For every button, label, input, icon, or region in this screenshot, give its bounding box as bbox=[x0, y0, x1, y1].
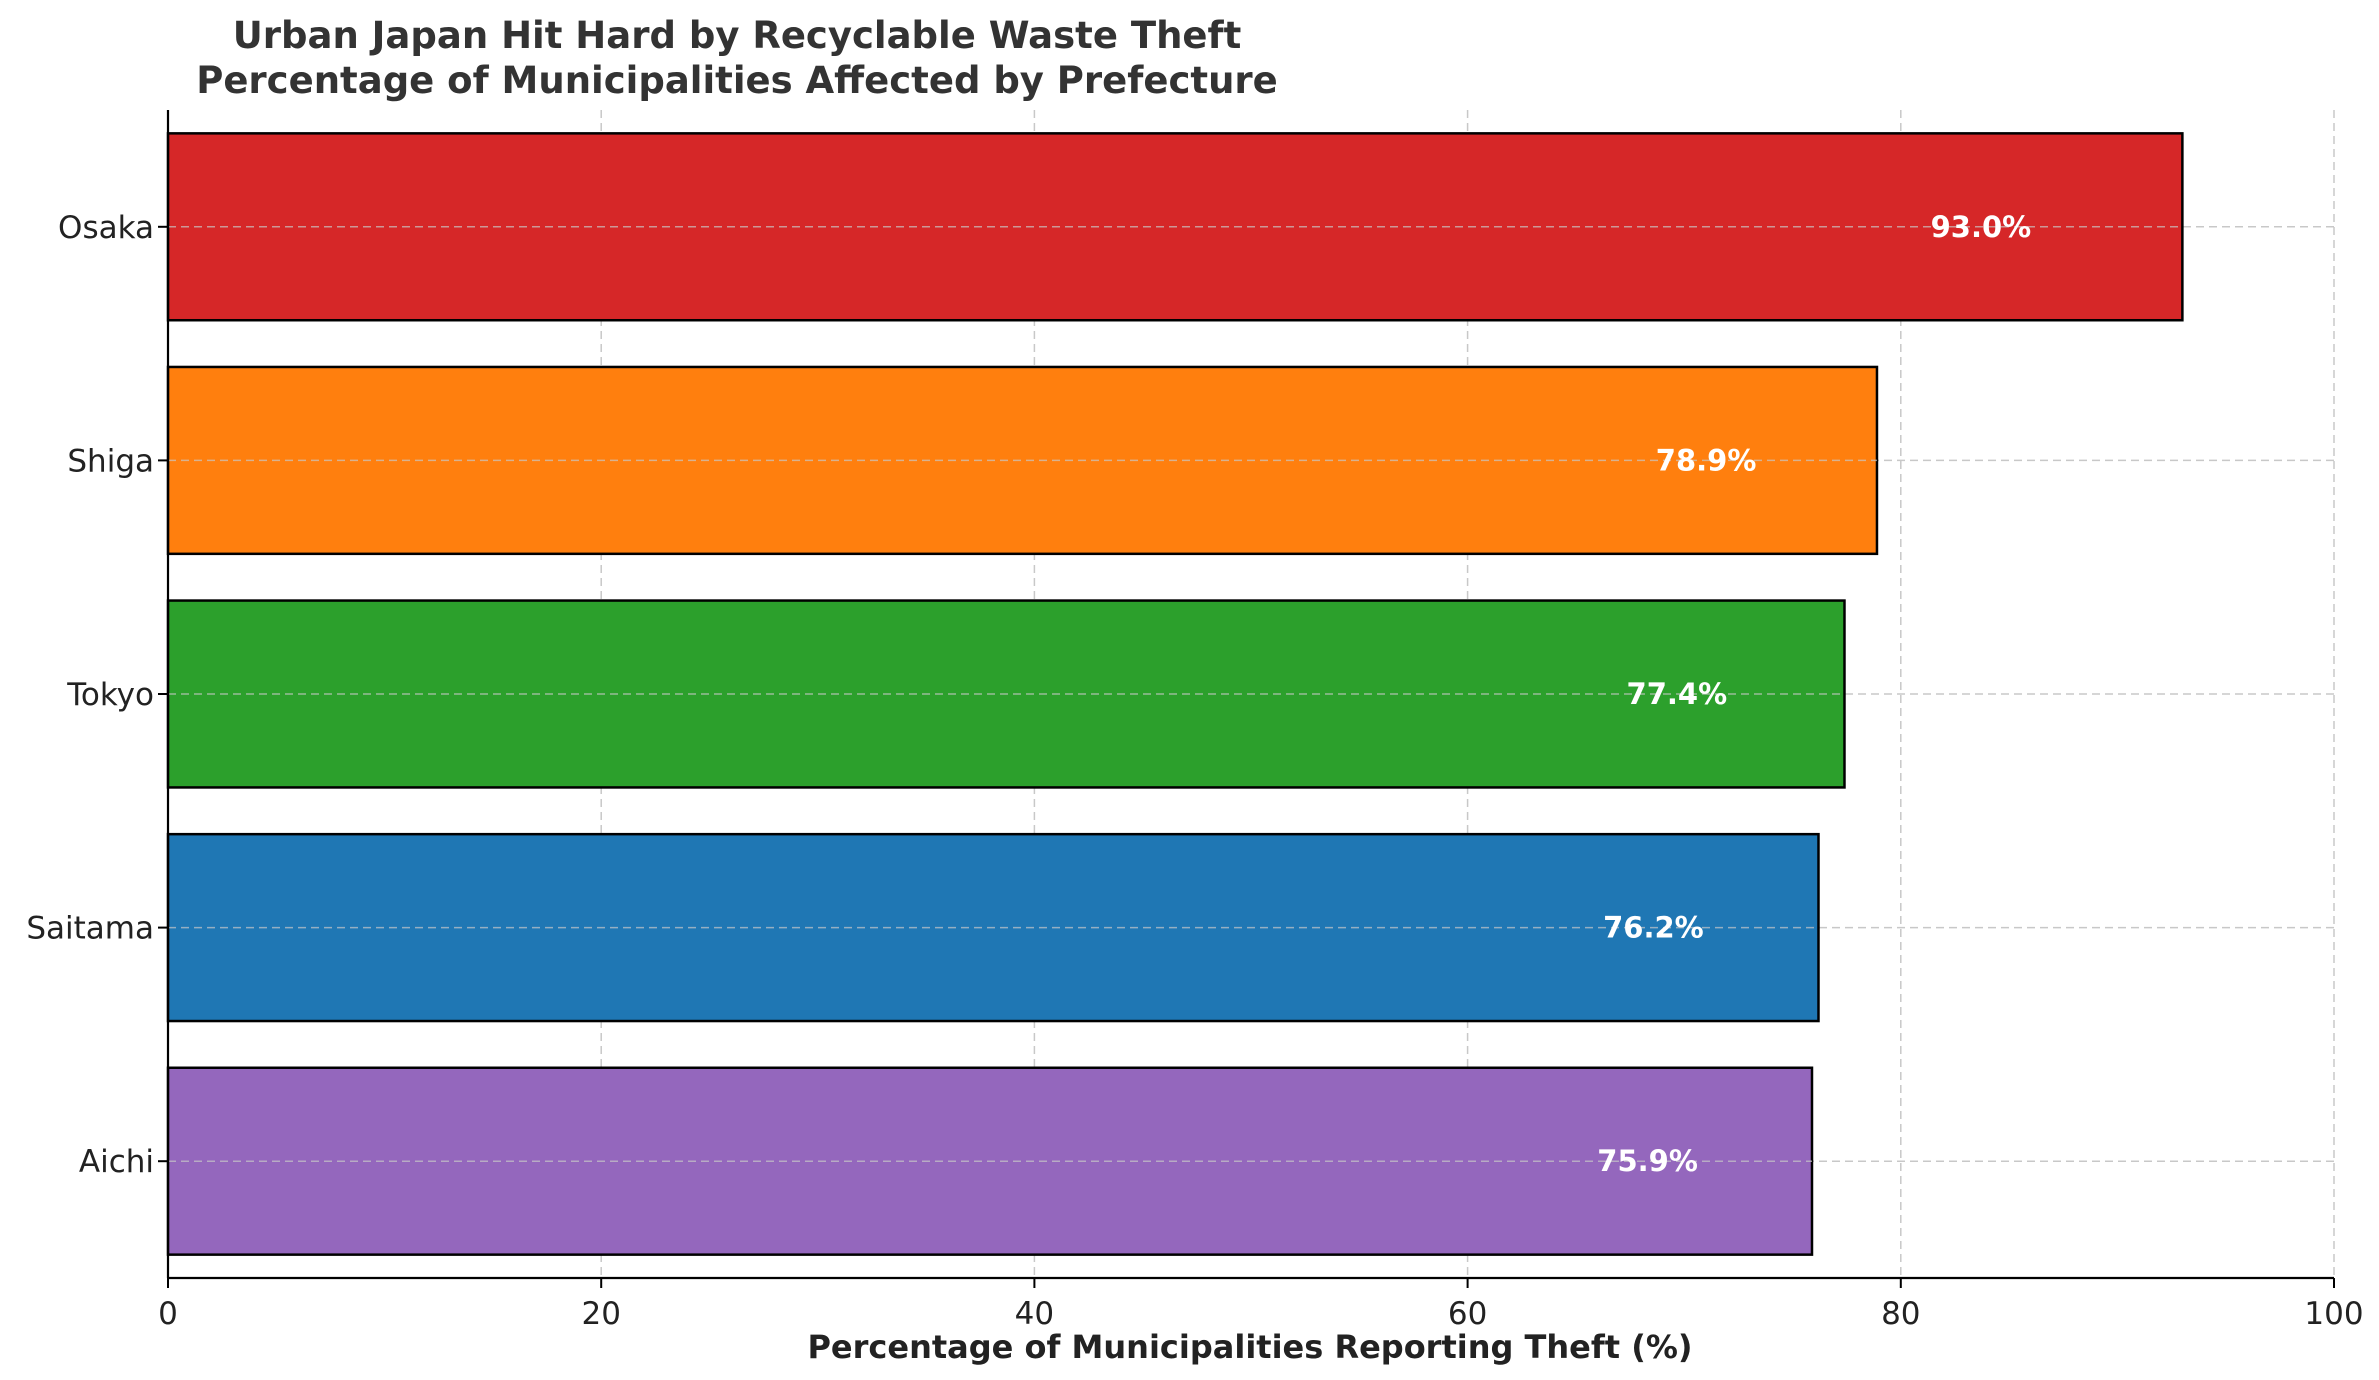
data-labels: 93.0% 78.9% 77.4% 76.2% 75.9% bbox=[168, 210, 2183, 1178]
x-axis-label: Percentage of Municipalities Reporting T… bbox=[807, 1328, 1692, 1366]
y-tick-label: Osaka bbox=[58, 210, 154, 246]
bar-shiga bbox=[166, 365, 1879, 556]
data-label-saitama: 76.2% bbox=[1603, 911, 1704, 945]
chart-title-line-2: Percentage of Municipalities Affected by… bbox=[196, 59, 1278, 102]
y-tick-label: Aichi bbox=[79, 1144, 154, 1180]
y-tick-label: Tokyo bbox=[66, 677, 154, 713]
x-tick-label: 20 bbox=[581, 1296, 620, 1332]
data-label-osaka: 93.0% bbox=[1931, 210, 2032, 244]
data-label-aichi: 75.9% bbox=[1597, 1144, 1698, 1178]
x-tick-label: 0 bbox=[158, 1296, 178, 1332]
data-label-tokyo: 77.4% bbox=[1627, 677, 1728, 711]
y-tick-label: Saitama bbox=[26, 911, 154, 947]
y-tick-label: Shiga bbox=[67, 443, 154, 479]
x-tick-label: 40 bbox=[1015, 1296, 1054, 1332]
axes: 0 20 40 60 80 100 Osaka Shiga Tokyo Saitama Aichi bbox=[26, 110, 2364, 1332]
data-label-shiga: 78.9% bbox=[1656, 443, 1757, 477]
x-tick-label: 80 bbox=[1881, 1296, 1920, 1332]
x-tick-label: 100 bbox=[2304, 1296, 2363, 1332]
x-tick-label: 60 bbox=[1448, 1296, 1487, 1332]
chart-title-line-1: Urban Japan Hit Hard by Recyclable Waste… bbox=[233, 14, 1242, 57]
